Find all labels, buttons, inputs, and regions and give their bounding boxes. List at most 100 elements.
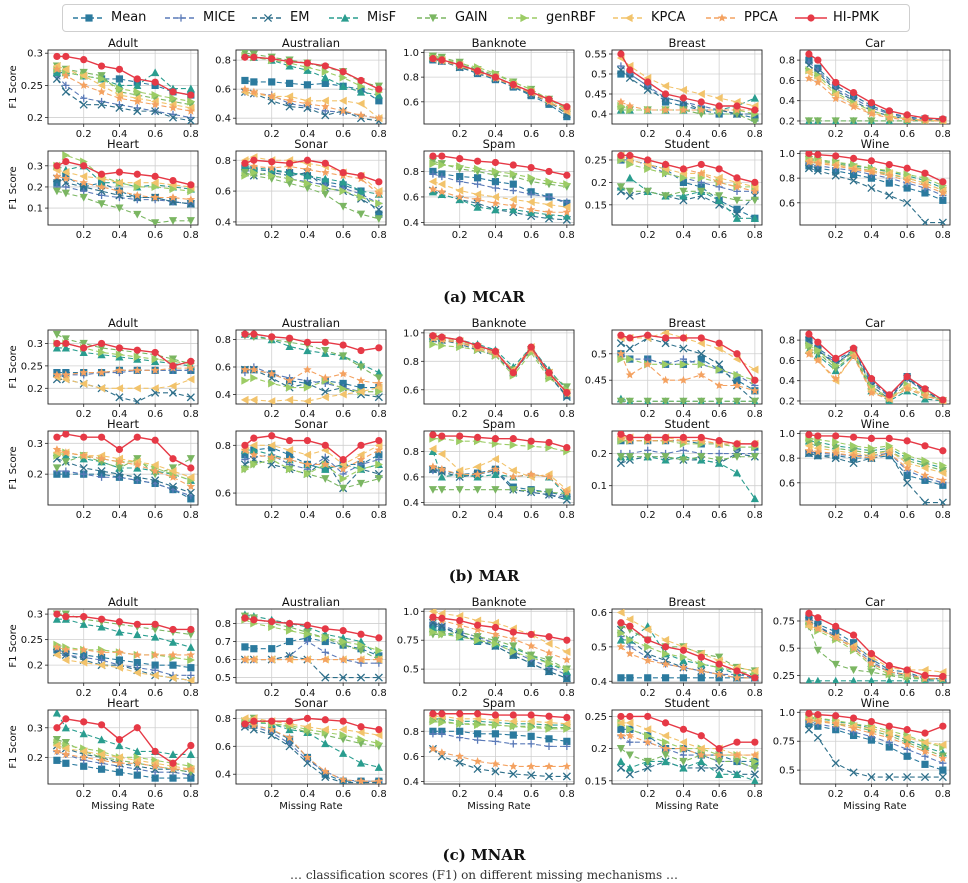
data-point: [903, 170, 912, 179]
x-axis-label: Missing Rate: [843, 801, 906, 812]
data-point: [97, 170, 106, 178]
x-tick-label: 0.6: [899, 409, 915, 420]
data-point: [733, 174, 741, 182]
data-point: [732, 214, 742, 222]
data-point: [715, 763, 724, 772]
data-point: [285, 445, 294, 455]
data-point: [97, 467, 106, 476]
data-point: [920, 463, 929, 473]
data-point: [357, 723, 365, 731]
data-point: [303, 165, 312, 174]
data-point: [187, 91, 195, 99]
data-point: [616, 642, 626, 651]
x-tick-label: 0.8: [183, 789, 199, 800]
data-point: [61, 343, 70, 352]
data-point: [625, 173, 634, 182]
data-point: [661, 90, 670, 98]
x-tick-label: 0.4: [675, 129, 691, 140]
data-point: [133, 658, 141, 667]
data-point: [509, 762, 518, 770]
plot-area: [428, 52, 572, 121]
data-point: [697, 89, 705, 99]
y-tick-label: 1.0: [403, 328, 419, 339]
data-point: [491, 167, 500, 176]
data-point: [832, 361, 840, 370]
y-tick-label: 0.6: [403, 97, 419, 108]
x-tick-label: 0.8: [371, 409, 387, 420]
y-tick-label: 0.2: [27, 470, 43, 481]
data-point: [625, 101, 635, 110]
data-point: [285, 58, 294, 66]
series-line: [620, 456, 756, 499]
legend-swatch: [706, 13, 738, 22]
data-point: [133, 87, 142, 96]
series-line: [808, 718, 943, 746]
x-tick-label: 0.4: [111, 409, 127, 420]
data-point: [339, 82, 348, 90]
data-point: [133, 758, 142, 767]
series-hi-pmk: [617, 151, 759, 186]
plot-frame: [423, 150, 575, 226]
data-point: [186, 630, 195, 639]
data-point: [509, 472, 518, 481]
data-point: [491, 636, 500, 645]
data-point: [303, 346, 312, 355]
data-point: [885, 171, 894, 180]
plot-frame: [423, 329, 575, 405]
data-point: [509, 440, 518, 450]
panel-title: Student: [664, 137, 710, 151]
data-point: [697, 355, 705, 363]
data-point: [321, 96, 329, 105]
y-tick-label: 0.2: [591, 178, 607, 189]
data-point: [813, 78, 823, 86]
data-point: [250, 156, 258, 164]
series-line: [808, 162, 944, 196]
data-point: [867, 183, 876, 193]
data-point: [133, 191, 142, 199]
data-point: [644, 674, 652, 682]
plot-area: [240, 50, 384, 124]
legend-label: PPCA: [744, 10, 778, 25]
data-point: [473, 67, 482, 75]
data-point: [617, 70, 625, 78]
plot-area: [616, 330, 760, 404]
data-point: [356, 479, 366, 488]
data-point: [813, 733, 822, 742]
data-point: [249, 395, 258, 404]
data-point: [374, 189, 384, 198]
y-tick-label: 0.15: [585, 200, 607, 211]
data-point: [62, 613, 70, 621]
data-point: [626, 635, 634, 645]
data-point: [97, 622, 106, 631]
y-tick-label: 0.6: [779, 198, 795, 209]
data-point: [267, 452, 276, 461]
data-point: [644, 164, 652, 174]
data-point: [750, 750, 760, 759]
data-point: [473, 757, 482, 765]
data-point: [250, 330, 258, 338]
data-point: [626, 643, 634, 651]
data-point: [885, 113, 894, 122]
data-point: [321, 168, 330, 177]
data-point: [563, 198, 571, 206]
data-point: [133, 75, 141, 83]
data-point: [527, 717, 535, 726]
data-point: [53, 724, 61, 732]
data-point: [80, 162, 88, 170]
data-point: [527, 343, 535, 351]
data-point: [97, 187, 106, 196]
data-point: [250, 717, 258, 725]
series-line: [56, 175, 191, 205]
data-point: [303, 103, 312, 113]
series-hi-pmk: [53, 610, 195, 634]
data-point: [321, 338, 329, 346]
data-point: [321, 79, 329, 87]
data-point: [526, 469, 536, 478]
data-point: [849, 102, 858, 111]
data-point: [97, 384, 106, 393]
data-point: [187, 181, 195, 189]
series-line: [244, 724, 379, 782]
